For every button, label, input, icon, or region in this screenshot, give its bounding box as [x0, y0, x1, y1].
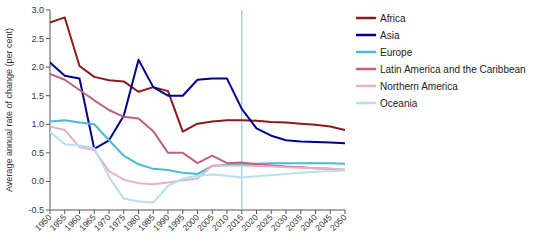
y-axis-label: Average annual rate of change (per cent) [4, 28, 14, 192]
y-tick-label: 1.5 [31, 91, 44, 101]
series-line [50, 60, 345, 149]
y-tick [46, 181, 50, 182]
x-tick [330, 210, 331, 214]
legend-label: Northern America [380, 81, 458, 92]
y-tick-label: 3.0 [31, 5, 44, 15]
legend-label: Oceania [380, 98, 418, 109]
y-tick [46, 152, 50, 153]
legend-label: Africa [380, 13, 406, 24]
legend-label: Asia [380, 30, 400, 41]
y-tick-label: 1.0 [31, 119, 44, 129]
y-axis: -0.5 0.0 0.5 1.0 1.5 2.0 2.5 3.0 [28, 5, 50, 215]
y-tick [46, 67, 50, 68]
chart: -0.5 0.0 0.5 1.0 1.5 2.0 2.5 3.0 195019551960196… [0, 0, 544, 248]
x-tick [153, 210, 154, 214]
plot-area [50, 10, 345, 210]
legend-label: Europe [380, 47, 413, 58]
x-tick [197, 210, 198, 214]
x-tick [94, 210, 95, 214]
x-tick [300, 210, 301, 214]
y-tick-label: 0.0 [31, 176, 44, 186]
y-tick [46, 38, 50, 39]
x-tick [271, 210, 272, 214]
legend-swatch [357, 102, 375, 105]
x-tick [109, 210, 110, 214]
series-line [50, 132, 345, 203]
series-line [50, 17, 345, 131]
y-tick [46, 210, 50, 211]
x-tick-label: 2050 [328, 212, 349, 233]
x-tick [182, 210, 183, 214]
y-tick-label: 2.5 [31, 34, 44, 44]
x-tick [64, 210, 65, 214]
x-tick [286, 210, 287, 214]
legend-swatch [357, 51, 375, 54]
x-tick [227, 210, 228, 214]
x-tick [212, 210, 213, 214]
legend-swatch [357, 85, 375, 88]
x-tick [79, 210, 80, 214]
y-axis-line [50, 10, 51, 210]
legend-swatch [357, 68, 375, 71]
x-tick [123, 210, 124, 214]
x-tick [138, 210, 139, 214]
legend-swatch [357, 34, 375, 37]
x-tick [345, 210, 346, 214]
y-tick [46, 95, 50, 96]
y-tick-label: 0.5 [31, 148, 44, 158]
x-tick [168, 210, 169, 214]
y-tick [46, 124, 50, 125]
x-tick [256, 210, 257, 214]
y-tick-label: 2.0 [31, 62, 44, 72]
y-tick [46, 10, 50, 11]
legend: Africa Asia Europe Latin America and the Ca… [357, 13, 526, 109]
x-tick [50, 210, 51, 214]
series-line [50, 74, 345, 170]
legend-label: Latin America and the Caribbean [380, 64, 526, 75]
x-tick [315, 210, 316, 214]
legend-swatch [357, 17, 375, 20]
x-axis-line [50, 210, 345, 211]
x-tick [241, 210, 242, 214]
series-line [50, 120, 345, 174]
x-axis: 1950195519601965197019751980198519901995… [33, 210, 349, 233]
y-tick-label: -0.5 [28, 205, 44, 215]
